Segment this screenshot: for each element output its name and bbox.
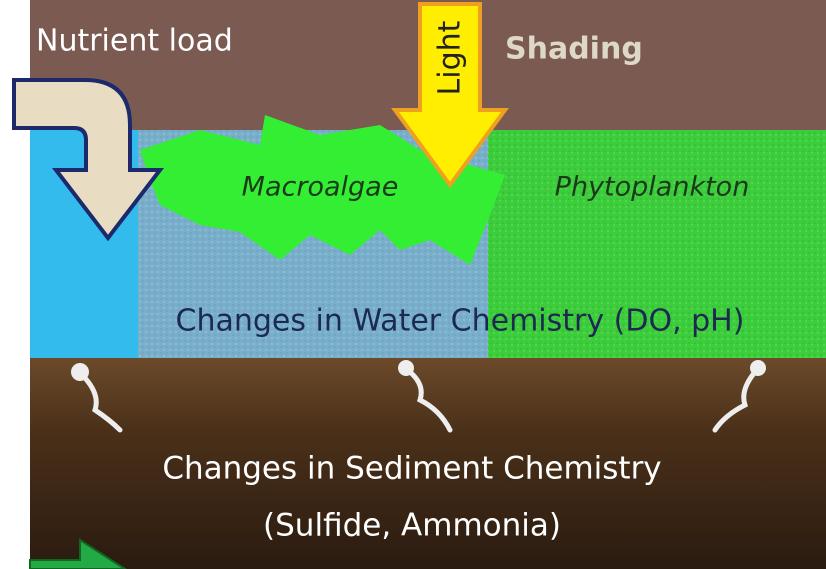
sediment-band [30, 358, 826, 569]
nutrient-label: Nutrient load [36, 24, 233, 59]
macroalgae-label: Macroalgae [242, 172, 399, 203]
sediment-chemistry-sub: (Sulfide, Ammonia) [263, 508, 561, 544]
sediment-chemistry-label: Changes in Sediment Chemistry [162, 451, 661, 487]
worm-heads [71, 360, 766, 381]
nutrient-arrow [12, 78, 165, 242]
water-chemistry-label: Changes in Water Chemistry (DO, pH) [176, 304, 745, 339]
light-arrow [391, 2, 509, 189]
green-arrow [29, 538, 127, 569]
light-label: Light [433, 20, 468, 95]
phytoplankton-water [488, 130, 826, 360]
worms [82, 369, 758, 433]
macroalgae-blobs [140, 115, 505, 265]
phytoplankton-label: Phytoplankton [555, 172, 750, 203]
shading-label: Shading [505, 32, 643, 67]
